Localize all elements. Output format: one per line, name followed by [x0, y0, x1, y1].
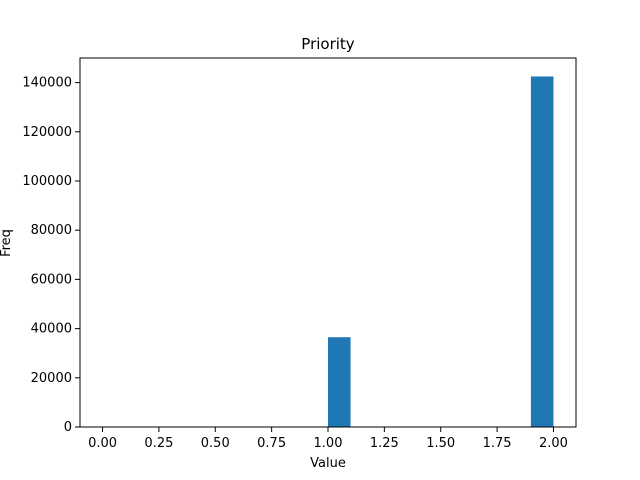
- plot-frame: [79, 57, 577, 428]
- x-ticks-layer: 0.00 0.25 0.50 0.75 1.00 1.25 1.50 1.75 2.00: [88, 427, 568, 451]
- x-tick-label-7: 1.75: [483, 436, 512, 451]
- x-tick-label-4: 1.00: [314, 436, 343, 451]
- y-ticks-layer: 0 20000 40000 60000 80000 100000 120000 140000: [22, 76, 80, 435]
- y-axis-label: Freq: [0, 229, 14, 257]
- x-tick-label-8: 2.00: [539, 436, 568, 451]
- y-tick-label-2: 40000: [31, 322, 72, 337]
- x-tick-label-6: 1.50: [426, 436, 455, 451]
- y-tick-label-7: 140000: [22, 76, 72, 91]
- chart-title: Priority: [301, 35, 355, 53]
- y-tick-label-6: 120000: [22, 125, 72, 140]
- x-tick-label-3: 0.75: [257, 436, 286, 451]
- x-tick-label-0: 0.00: [88, 436, 117, 451]
- x-tick-label-2: 0.50: [201, 436, 230, 451]
- y-tick-label-0: 0: [64, 420, 72, 435]
- bars-layer: [328, 76, 554, 427]
- histogram-bar-2: [530, 76, 554, 427]
- x-tick-label-5: 1.25: [370, 436, 399, 451]
- y-tick-label-1: 20000: [31, 371, 72, 386]
- histogram-bar-1: [328, 337, 351, 427]
- y-tick-label-5: 100000: [22, 174, 72, 189]
- y-tick-label-3: 60000: [31, 272, 72, 287]
- x-tick-label-1: 0.25: [144, 436, 173, 451]
- y-tick-label-4: 80000: [31, 223, 72, 238]
- x-axis-label: Value: [310, 456, 346, 471]
